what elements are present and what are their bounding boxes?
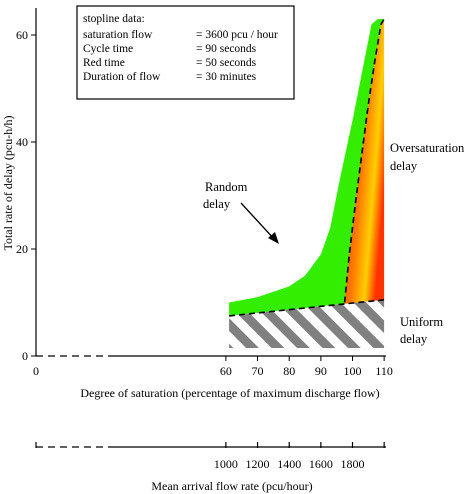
random-delay-area bbox=[229, 19, 385, 316]
oversaturation-delay-area bbox=[344, 19, 385, 304]
y-tick-label: 0 bbox=[22, 349, 28, 363]
x-tick-label: 60 bbox=[220, 364, 232, 378]
secondary-axis-ticks: 1000 1200 1400 1600 1800 bbox=[35, 442, 385, 471]
y-tick-label: 60 bbox=[16, 28, 28, 42]
y-tick-label: 40 bbox=[16, 135, 28, 149]
stopline-info-box: stopline data: saturation flow = 3600 pc… bbox=[76, 5, 295, 100]
info-row-duration-label: Duration of flow bbox=[83, 71, 161, 83]
secondary-tick-label: 1200 bbox=[246, 457, 270, 471]
x-tick-label: 80 bbox=[283, 364, 295, 378]
annotation-uniform-line1: Uniform bbox=[400, 315, 443, 329]
annotation-oversaturation-line2: delay bbox=[390, 159, 418, 173]
annotation-random-line1: Random bbox=[205, 180, 248, 194]
annotation-random-arrow-shaft bbox=[240, 202, 276, 241]
x-tick-label: 0 bbox=[33, 364, 39, 378]
arrow-head-icon bbox=[268, 232, 279, 244]
x-axis-ticks: 0 60 70 80 90 100 110 bbox=[33, 356, 393, 378]
info-box-frame bbox=[76, 5, 295, 100]
annotation-uniform-line2: delay bbox=[400, 332, 428, 346]
info-row-red-label: Red time bbox=[83, 57, 125, 69]
annotation-random-line2: delay bbox=[203, 197, 231, 211]
x-tick-label: 100 bbox=[344, 364, 362, 378]
x-tick-label: 90 bbox=[315, 364, 327, 378]
annotation-oversaturation-line1: Oversaturation bbox=[390, 141, 465, 155]
info-row-cycle-value: = 90 seconds bbox=[196, 43, 257, 55]
info-box-title: stopline data: bbox=[83, 13, 145, 25]
x-axis-title: Degree of saturation (percentage of maxi… bbox=[80, 386, 379, 400]
info-row-saturation-label: saturation flow bbox=[83, 29, 153, 41]
x-tick-label: 70 bbox=[252, 364, 264, 378]
x-tick-label: 110 bbox=[375, 364, 393, 378]
y-axis-title: Total rate of delay (pcu-h/h) bbox=[1, 115, 15, 250]
y-axis-ticks: 0 20 40 60 bbox=[16, 28, 36, 363]
info-row-red-value: = 50 seconds bbox=[196, 57, 257, 69]
secondary-tick-label: 1800 bbox=[341, 457, 365, 471]
oversaturation-boundary-line bbox=[343, 18, 385, 303]
plot-areas bbox=[229, 18, 385, 348]
y-tick-label: 20 bbox=[16, 242, 28, 256]
info-row-duration-value: = 30 minutes bbox=[196, 71, 257, 83]
info-row-saturation-value: = 3600 pcu / hour bbox=[196, 29, 278, 41]
secondary-tick-label: 1000 bbox=[214, 457, 238, 471]
uniform-delay-area bbox=[229, 299, 385, 348]
secondary-axis-title: Mean arrival flow rate (pcu/hour) bbox=[151, 479, 312, 493]
secondary-tick-label: 1600 bbox=[309, 457, 333, 471]
random-delay-boundary-line bbox=[229, 299, 385, 317]
info-row-cycle-label: Cycle time bbox=[83, 43, 133, 55]
secondary-tick-label: 1400 bbox=[277, 457, 301, 471]
